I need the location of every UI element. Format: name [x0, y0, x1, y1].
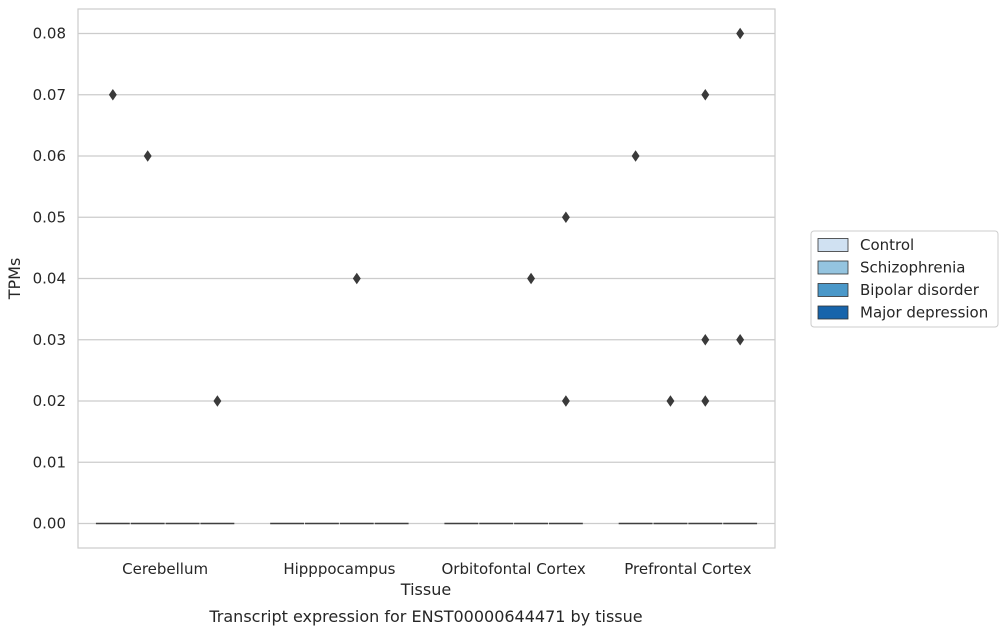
y-tick-label: 0.01: [33, 453, 66, 471]
outlier-point: [701, 334, 710, 346]
outlier-point: [631, 150, 640, 162]
legend-swatch: [817, 238, 849, 252]
x-axis-title: Tissue: [400, 580, 451, 599]
chart-caption: Transcript expression for ENST0000064447…: [208, 607, 642, 626]
outlier-point: [561, 211, 570, 223]
legend-label: Bipolar disorder: [860, 281, 980, 299]
legend-swatch: [817, 260, 849, 275]
outlier-points: [108, 27, 745, 407]
y-tick-label: 0.02: [33, 392, 66, 410]
y-tick-label: 0.06: [33, 147, 66, 165]
y-tick-labels: 0.00 0.01 0.02 0.03 0.04 0.05 0.06 0.07 0.08: [33, 25, 66, 533]
outlier-point: [666, 395, 675, 407]
x-tick-label: Orbitofontal Cortex: [442, 560, 586, 578]
legend-label: Schizophrenia: [860, 259, 965, 277]
legend-swatch: [817, 305, 849, 320]
outlier-point: [736, 334, 745, 346]
legend-label: Control: [860, 236, 914, 254]
y-tick-label: 0.07: [33, 86, 66, 104]
y-tick-label: 0.05: [33, 208, 66, 226]
x-tick-label: Cerebellum: [122, 560, 208, 578]
y-tick-label: 0.04: [33, 270, 66, 288]
y-tick-label: 0.08: [33, 25, 66, 43]
legend-items: Control Schizophrenia Bipolar disorder Majo…: [817, 236, 988, 322]
x-tick-label: Prefrontal Cortex: [624, 560, 751, 578]
outlier-point: [701, 395, 710, 407]
y-tick-label: 0.00: [33, 515, 66, 533]
x-tick-label: Hipppocampus: [283, 560, 395, 578]
legend-label: Major depression: [860, 304, 988, 322]
y-axis-title: TPMs: [5, 258, 24, 301]
x-tick-labels: Cerebellum Hipppocampus Orbitofontal Corte…: [122, 560, 751, 578]
outlier-point: [108, 89, 117, 101]
outlier-point: [736, 27, 745, 40]
outlier-point: [352, 272, 361, 285]
outlier-point: [213, 395, 222, 407]
outlier-point: [527, 272, 536, 285]
outlier-point: [143, 150, 152, 162]
legend: Control Schizophrenia Bipolar disorder Majo…: [810, 230, 999, 328]
legend-swatch: [817, 283, 849, 297]
legend-frame: [810, 230, 999, 328]
outlier-point: [561, 395, 570, 407]
outlier-point: [701, 89, 710, 101]
y-tick-label: 0.03: [33, 331, 66, 349]
